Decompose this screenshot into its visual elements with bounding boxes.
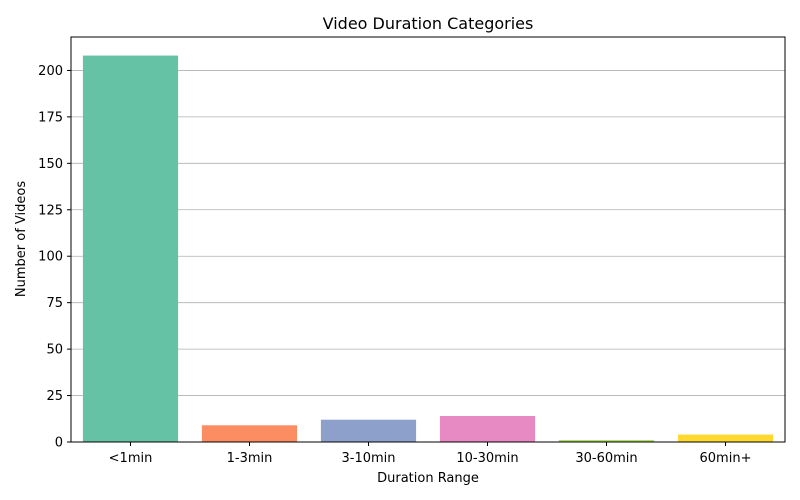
y-tick-label: 125: [38, 203, 63, 218]
y-tick-label: 25: [46, 389, 63, 404]
y-axis-ticks: 0 25 50 75 100 125 150 175 200: [38, 64, 71, 451]
gridlines: [71, 70, 785, 396]
y-tick-label: 50: [46, 343, 63, 358]
x-tick-label: 10-30min: [456, 451, 518, 466]
plot-frame: [70, 36, 786, 443]
bar-30-60min: [558, 440, 655, 442]
chart-title: Video Duration Categories: [323, 14, 534, 33]
bar-10-30min: [439, 415, 536, 442]
x-tick-label: 1-3min: [227, 451, 273, 466]
x-axis-title: Duration Range: [377, 471, 479, 486]
bar-<1min: [82, 55, 179, 443]
x-tick-label: 60min+: [700, 451, 752, 466]
x-tick-label: 3-10min: [341, 451, 395, 466]
x-axis-ticks: <1min 1-3min 3-10min 10-30min 30-60min 60min+: [109, 442, 752, 466]
x-tick-label: 30-60min: [575, 451, 637, 466]
y-tick-label: 100: [38, 250, 63, 265]
y-tick-label: 0: [55, 436, 63, 451]
bar-60min+: [677, 434, 774, 442]
y-axis-title: Number of Videos: [14, 181, 29, 297]
y-tick-label: 150: [38, 157, 63, 172]
bar-1-3min: [201, 425, 298, 442]
bar-3-10min: [320, 419, 417, 442]
y-tick-label: 175: [38, 110, 63, 125]
y-tick-label: 200: [38, 64, 63, 79]
bars: [82, 55, 774, 443]
y-tick-label: 75: [46, 296, 63, 311]
x-tick-label: <1min: [109, 451, 153, 466]
